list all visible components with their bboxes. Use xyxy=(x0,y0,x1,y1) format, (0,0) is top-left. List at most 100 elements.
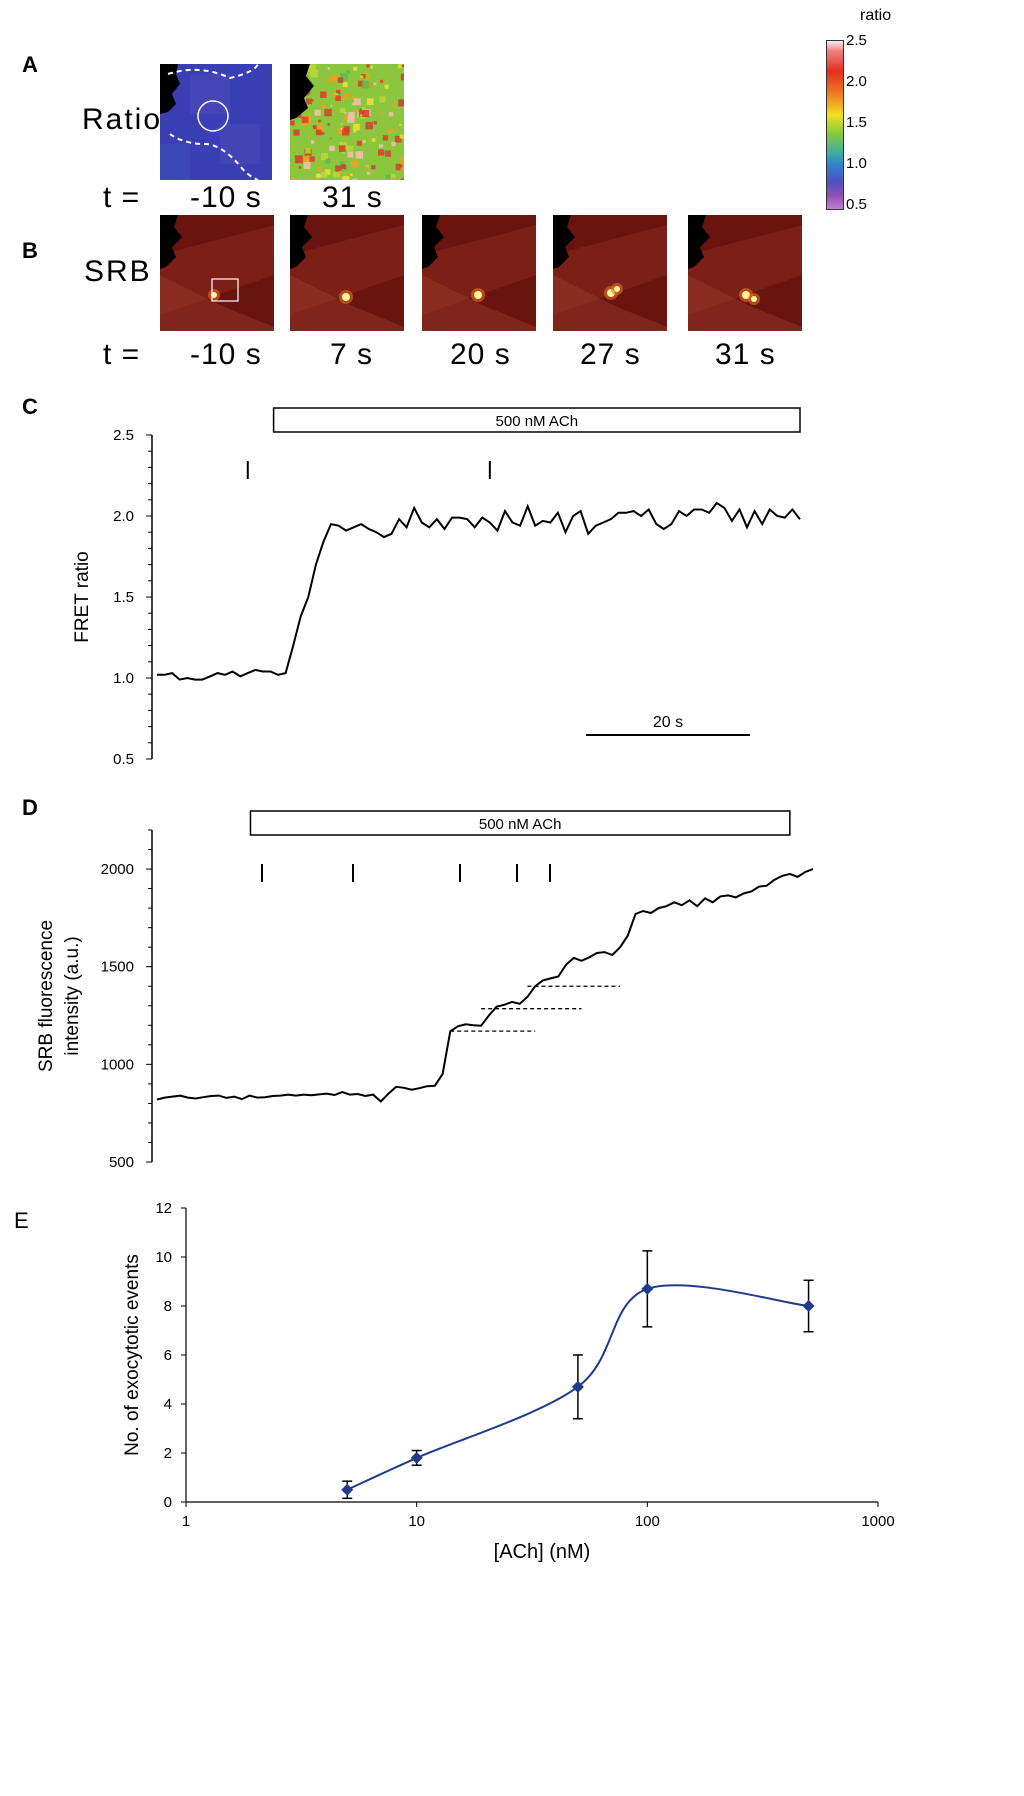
texture-patch xyxy=(336,89,341,95)
texture-patch xyxy=(317,124,324,130)
vesicle-spot xyxy=(342,293,350,301)
ratio-image-after xyxy=(290,64,404,180)
stimulus-bar xyxy=(272,407,801,433)
texture-patch xyxy=(340,161,345,166)
texture-patch xyxy=(321,104,326,109)
ratio-image-before xyxy=(160,64,272,180)
y-tick-label: 0 xyxy=(164,1494,172,1511)
y-axis-label-line2: intensity (a.u.) xyxy=(62,936,83,1055)
texture-patch xyxy=(364,165,369,169)
data-point xyxy=(410,1451,423,1464)
stimulus-label: 500 nM ACh xyxy=(496,413,579,430)
texture-patch xyxy=(301,116,309,124)
y-axis-label: No. of exocytotic events xyxy=(122,1254,143,1456)
texture-patch xyxy=(367,171,371,175)
fret-trace xyxy=(157,501,801,681)
panel-a-time-2: 31 s xyxy=(322,181,383,214)
texture-patch xyxy=(398,64,403,69)
mask-region xyxy=(290,64,314,120)
texture-patch xyxy=(378,144,383,148)
ratio-row-label: Ratio xyxy=(82,103,163,136)
y-tick-label: 2.0 xyxy=(113,508,134,525)
texture-patch xyxy=(353,123,360,131)
texture-patch xyxy=(303,100,309,105)
texture-patch xyxy=(385,174,391,180)
texture-patch xyxy=(309,156,315,162)
y-tick-label: 8 xyxy=(164,1298,172,1315)
texture-patch xyxy=(314,109,321,116)
texture-patch xyxy=(294,155,303,164)
panel-b-time-4: 27 s xyxy=(580,338,641,371)
texture-patch xyxy=(337,77,344,83)
texture-patch xyxy=(372,101,375,104)
vesicle-spot xyxy=(742,291,750,299)
texture-patch xyxy=(384,178,392,180)
texture-patch xyxy=(357,80,364,87)
texture-patch xyxy=(361,74,366,79)
texture-patch xyxy=(290,120,295,126)
fit-curve xyxy=(346,1284,809,1491)
texture-patch xyxy=(302,121,307,127)
texture-patch xyxy=(333,74,339,80)
colorbar-tick: 1.0 xyxy=(846,155,867,172)
colorbar xyxy=(826,40,844,210)
cell-region xyxy=(422,225,536,315)
texture-patch xyxy=(342,93,350,100)
texture-patch xyxy=(399,134,404,139)
texture-patch xyxy=(353,129,357,133)
texture-patch xyxy=(305,98,312,105)
texture-patch xyxy=(337,127,344,134)
texture-patch xyxy=(335,165,342,172)
texture-patch xyxy=(362,80,370,89)
vesicle-spot xyxy=(474,291,482,299)
texture-patch xyxy=(321,171,328,178)
panel-a-time-1: -10 s xyxy=(190,181,262,214)
scale-bar-label: 20 s xyxy=(653,714,683,731)
texture-patch xyxy=(391,141,396,147)
panel-b-letter: B xyxy=(22,238,38,263)
x-tick-label: 10 xyxy=(408,1513,425,1530)
texture-patch xyxy=(391,103,395,108)
texture-patch xyxy=(293,129,300,136)
cell-region xyxy=(688,275,802,331)
texture-patch xyxy=(327,67,331,70)
texture-patch xyxy=(395,163,403,171)
cell-region xyxy=(422,275,536,331)
texture-patch xyxy=(342,176,350,180)
panel-b-t-label: t = xyxy=(103,338,141,371)
texture-patch xyxy=(352,102,356,106)
mask-region xyxy=(160,215,182,269)
panel-e-letter: E xyxy=(14,1208,29,1233)
texture-patch xyxy=(304,156,312,164)
texture-patch xyxy=(329,137,332,140)
texture-patch xyxy=(359,108,363,112)
texture-patch xyxy=(371,165,376,170)
texture-patch xyxy=(399,123,402,126)
texture-patch xyxy=(347,115,355,123)
texture-patch xyxy=(328,76,335,83)
stimulus-bar xyxy=(249,810,791,836)
x-tick-label: 1000 xyxy=(861,1513,894,1530)
texture-patch xyxy=(305,147,311,154)
cell-region xyxy=(688,225,802,315)
srb-image-tile xyxy=(160,215,274,331)
texture-patch xyxy=(338,170,342,174)
fret-ratio-chart: 0.5 1.0 1.5 2.0 2.5 FRET ratio 500 nM ACh 20 s xyxy=(72,407,801,768)
texture-patch xyxy=(400,156,404,165)
mask-region xyxy=(688,215,710,269)
texture-patch xyxy=(342,82,348,88)
texture-patch xyxy=(356,115,360,118)
texture-patch xyxy=(358,110,366,118)
y-axis-label-line1: SRB fluorescence xyxy=(36,920,57,1072)
texture-patch xyxy=(305,65,312,72)
stimulus-label: 500 nM ACh xyxy=(479,816,562,833)
texture-patch xyxy=(290,177,297,180)
y-tick-label: 1500 xyxy=(101,959,134,976)
texture-patch xyxy=(309,178,315,180)
cell-region xyxy=(160,275,274,331)
texture-patch xyxy=(385,150,392,157)
texture-patch xyxy=(362,139,366,144)
colorbar-tick: 1.5 xyxy=(846,114,867,131)
texture-patch xyxy=(364,64,367,68)
cell-region xyxy=(553,225,667,315)
